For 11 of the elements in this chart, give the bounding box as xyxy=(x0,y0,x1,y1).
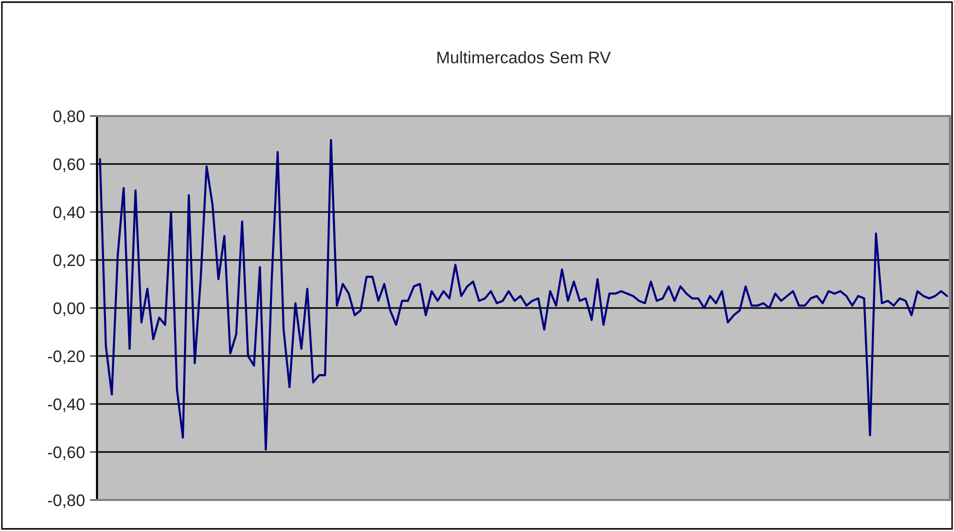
line-series xyxy=(98,138,948,451)
y-tick-label: 0,20 xyxy=(53,254,85,268)
y-tick-label: -0,40 xyxy=(48,398,85,412)
y-tick-label: 0,60 xyxy=(53,158,85,172)
y-tick-label: -0,60 xyxy=(48,446,85,460)
y-tick-label: -0,80 xyxy=(48,494,85,508)
chart-title: Multimercados Sem RV xyxy=(437,51,611,64)
y-tick-label: 0,80 xyxy=(53,110,85,124)
y-tick-label: 0,40 xyxy=(53,206,85,220)
y-tick-label: -0,20 xyxy=(48,350,85,364)
y-tick-label: 0,00 xyxy=(53,302,85,316)
